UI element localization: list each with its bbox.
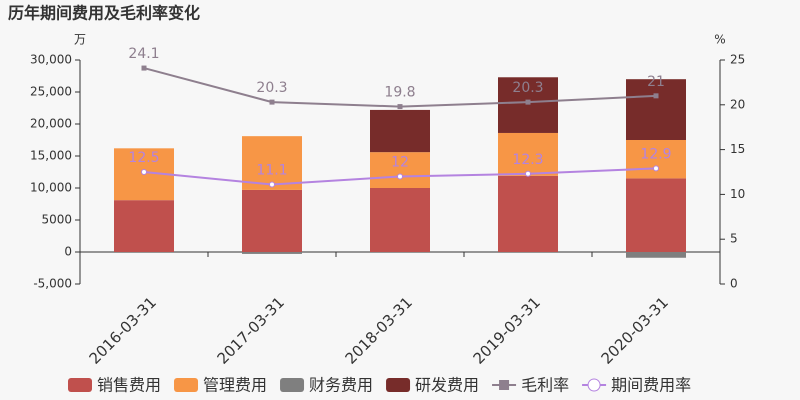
bar	[498, 132, 558, 176]
data-label: 19.8	[384, 85, 415, 101]
x-tick-label: 2019-03-31	[470, 293, 544, 367]
bar	[498, 175, 558, 252]
legend: 销售费用 管理费用 财务费用 研发费用 毛利率 期间费用率	[68, 376, 691, 395]
point	[525, 99, 531, 105]
x-tick-label: 2018-03-31	[342, 293, 416, 367]
bar	[626, 178, 686, 252]
bar	[370, 188, 430, 252]
data-label: 12	[391, 154, 409, 170]
legend-label: 财务费用	[309, 376, 373, 395]
legend-label: 管理费用	[203, 376, 267, 395]
point	[525, 170, 531, 177]
y2-tick-label: 20	[730, 97, 745, 111]
legend-swatch	[386, 378, 411, 392]
point	[141, 65, 147, 71]
y2-tick-label: 15	[730, 142, 745, 156]
data-label: 21	[647, 74, 665, 90]
x-tick-label: 2017-03-31	[214, 293, 288, 367]
bar	[370, 152, 430, 188]
y-tick-label: -5,000	[33, 277, 72, 291]
data-label: 24.1	[128, 46, 159, 62]
y2-tick-label: 10	[730, 187, 745, 201]
x-tick-label: 2016-03-31	[86, 293, 160, 367]
y-tick-label: 0	[64, 245, 72, 259]
data-label: 11.1	[256, 163, 287, 179]
data-label: 12.9	[640, 146, 671, 162]
chart-title: 历年期间费用及毛利率变化	[8, 4, 200, 23]
y-tick-label: 10,000	[30, 181, 72, 195]
y-unit: 万	[74, 33, 86, 47]
bar	[242, 189, 302, 252]
y-tick-label: 5000	[41, 213, 72, 227]
point	[397, 104, 403, 110]
point	[397, 173, 403, 180]
legend-swatch	[174, 378, 199, 392]
y-tick-label: 30,000	[30, 53, 72, 67]
data-label: 12.5	[128, 150, 159, 166]
bar	[370, 109, 430, 153]
bar	[242, 252, 302, 254]
bar	[114, 200, 174, 252]
legend-marker	[499, 380, 510, 390]
point	[653, 93, 659, 99]
y-tick-label: 15,000	[30, 149, 72, 163]
point	[653, 165, 659, 172]
y2-unit: %	[714, 33, 725, 47]
bar	[242, 136, 302, 190]
data-label: 20.3	[512, 80, 543, 96]
x-tick-label: 2020-03-31	[598, 293, 672, 367]
y2-tick-label: 5	[730, 232, 738, 246]
y-tick-label: 25,000	[30, 85, 72, 99]
y-tick-label: 20,000	[30, 117, 72, 131]
data-label: 20.3	[256, 80, 287, 96]
data-label: 12.3	[512, 152, 543, 168]
legend-label: 毛利率	[521, 376, 569, 395]
bar	[626, 140, 686, 179]
legend-swatch	[68, 378, 92, 392]
legend-swatch	[280, 378, 305, 392]
bar	[626, 252, 686, 258]
point	[269, 181, 275, 188]
legend-label: 研发费用	[415, 376, 479, 395]
point	[269, 99, 275, 105]
legend-label: 销售费用	[97, 376, 161, 395]
bar	[498, 77, 558, 133]
legend-marker	[587, 378, 601, 392]
bar	[626, 79, 686, 140]
y2-tick-label: 25	[730, 53, 745, 67]
y2-tick-label: 0	[730, 277, 738, 291]
point	[141, 169, 147, 175]
legend-label: 期间费用率	[611, 376, 691, 395]
